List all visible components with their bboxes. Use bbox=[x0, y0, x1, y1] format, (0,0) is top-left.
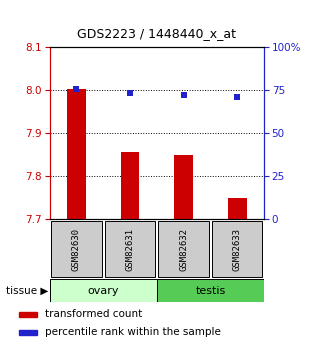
Bar bbox=[51, 221, 101, 277]
Bar bbox=[157, 279, 264, 302]
Bar bbox=[212, 221, 262, 277]
Bar bbox=[19, 312, 36, 316]
Text: GDS2223 / 1448440_x_at: GDS2223 / 1448440_x_at bbox=[77, 27, 236, 40]
Text: ovary: ovary bbox=[87, 286, 119, 296]
Bar bbox=[67, 89, 86, 219]
Bar bbox=[121, 152, 140, 219]
Bar bbox=[105, 221, 155, 277]
Point bbox=[181, 92, 186, 98]
Text: GSM82633: GSM82633 bbox=[233, 228, 242, 271]
Text: GSM82631: GSM82631 bbox=[125, 228, 134, 271]
Point bbox=[127, 90, 132, 96]
Point bbox=[74, 86, 79, 91]
Bar bbox=[19, 330, 36, 335]
Text: percentile rank within the sample: percentile rank within the sample bbox=[45, 327, 221, 337]
Bar bbox=[50, 279, 157, 302]
Text: testis: testis bbox=[195, 286, 226, 296]
Bar bbox=[174, 155, 193, 219]
Bar bbox=[158, 221, 209, 277]
Point bbox=[235, 94, 240, 99]
Text: GSM82632: GSM82632 bbox=[179, 228, 188, 271]
Text: transformed count: transformed count bbox=[45, 309, 143, 319]
Bar bbox=[228, 198, 247, 219]
Text: GSM82630: GSM82630 bbox=[72, 228, 81, 271]
Text: tissue ▶: tissue ▶ bbox=[6, 286, 49, 296]
